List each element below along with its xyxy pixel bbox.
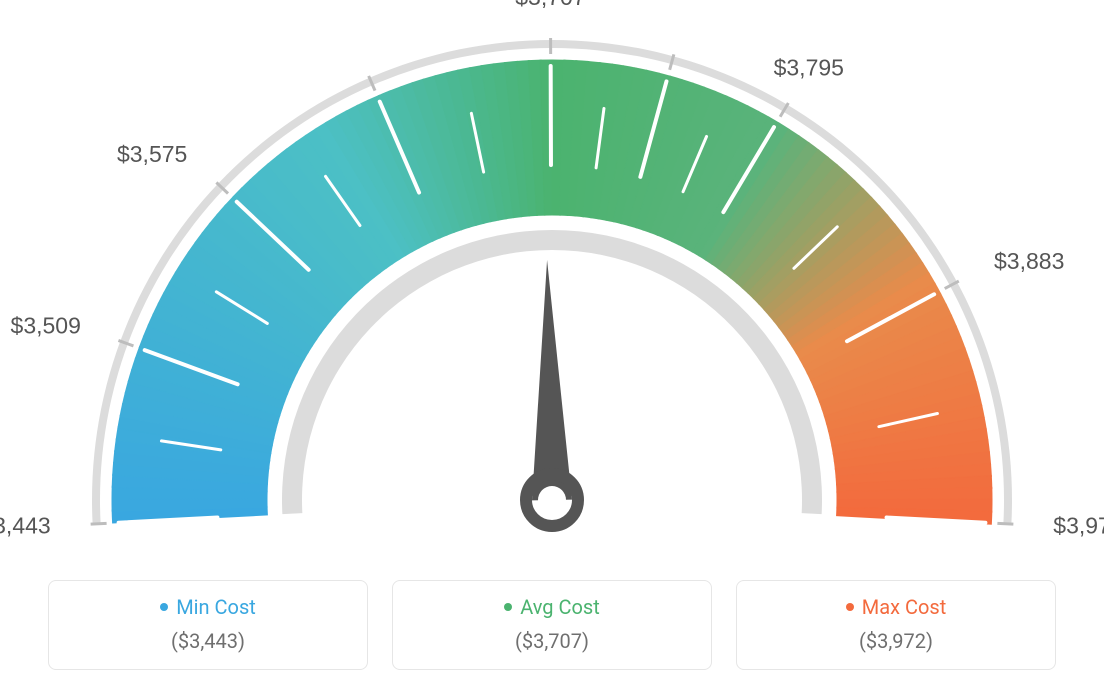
- gauge-needle: [532, 260, 572, 500]
- gauge-tick-label: $3,972: [1053, 512, 1104, 538]
- legend-dot-min: [160, 603, 168, 611]
- gauge-tick-label: $3,443: [0, 512, 51, 538]
- legend-title-avg: Avg Cost: [504, 595, 600, 619]
- legend-row: Min Cost ($3,443) Avg Cost ($3,707) Max …: [0, 580, 1104, 670]
- legend-title-max: Max Cost: [846, 595, 947, 619]
- gauge-tick-label: $3,509: [11, 313, 81, 339]
- gauge-chart: $3,443 $3,509 $3,575 $3,707 $3,795 $3,883 $3,9…: [0, 0, 1104, 560]
- legend-label-avg: Avg Cost: [520, 595, 600, 619]
- legend-value-avg: ($3,707): [405, 629, 699, 653]
- gauge-tick-label: $3,575: [117, 141, 187, 167]
- legend-value-min: ($3,443): [61, 629, 355, 653]
- gauge-tick-label: $3,707: [515, 0, 585, 10]
- legend-card-max: Max Cost ($3,972): [736, 580, 1056, 670]
- gauge-needle-hub-inner: [538, 486, 566, 514]
- legend-value-max: ($3,972): [749, 629, 1043, 653]
- legend-card-avg: Avg Cost ($3,707): [392, 580, 712, 670]
- legend-dot-avg: [504, 603, 512, 611]
- legend-card-min: Min Cost ($3,443): [48, 580, 368, 670]
- gauge-tick-label: $3,883: [994, 248, 1064, 274]
- legend-dot-max: [846, 603, 854, 611]
- chart-container: $3,443 $3,509 $3,575 $3,707 $3,795 $3,883 $3,9…: [0, 0, 1104, 690]
- legend-label-min: Min Cost: [176, 595, 256, 619]
- legend-title-min: Min Cost: [160, 595, 256, 619]
- legend-label-max: Max Cost: [862, 595, 947, 619]
- gauge-tick-label: $3,795: [774, 55, 844, 81]
